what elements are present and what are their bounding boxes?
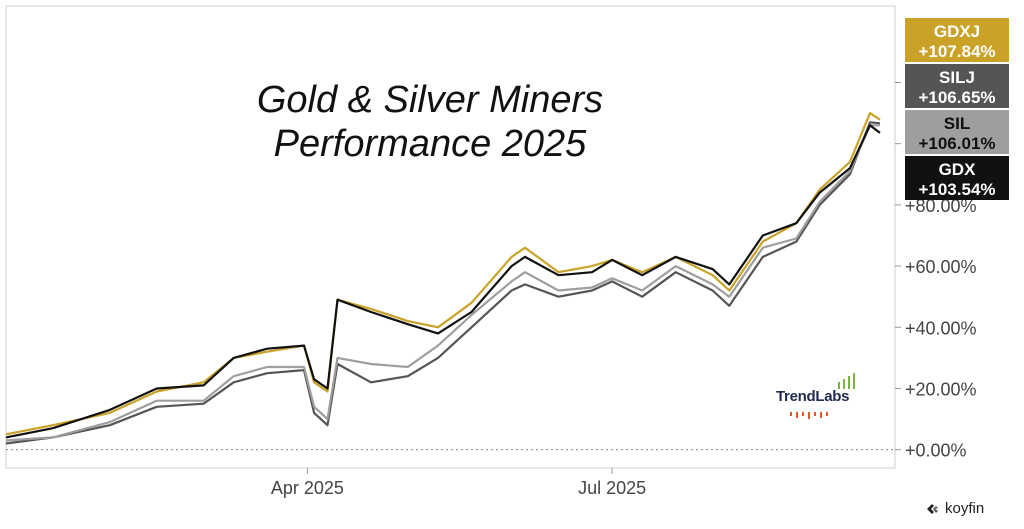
chart-border xyxy=(5,5,896,469)
y-tick-label: +80.00% xyxy=(905,196,977,216)
series-layer xyxy=(5,111,881,445)
koyfin-icon xyxy=(927,504,938,514)
legend-value-silj: +106.65% xyxy=(918,88,995,107)
series-line-sil xyxy=(5,124,880,442)
y-tick-label: +20.00% xyxy=(905,379,977,399)
x-axis: Apr 2025 Jul 2025 xyxy=(271,468,646,498)
chart-title-line2: Performance 2025 xyxy=(273,123,587,165)
legend-box-gdxj xyxy=(905,18,1009,62)
trendlabs-logo: TrendLabs xyxy=(776,388,850,405)
legend-name-gdxj: GDXJ xyxy=(934,22,980,41)
legend-name-sil: SIL xyxy=(944,114,970,133)
series-line-gdx xyxy=(5,124,881,439)
legend-name-silj: SILJ xyxy=(939,68,975,87)
series-line-silj xyxy=(5,121,881,445)
legend-value-gdxj: +107.84% xyxy=(918,42,995,61)
legend-name-gdx: GDX xyxy=(939,160,977,179)
legend-box-silj xyxy=(905,64,1009,108)
y-tick-label: +60.00% xyxy=(905,257,977,277)
legend-value-gdx: +103.54% xyxy=(918,180,995,199)
x-tick-label: Apr 2025 xyxy=(271,478,344,498)
trendlabs-logo-bars xyxy=(790,373,855,419)
chart-title: Gold & Silver Miners Performance 2025 xyxy=(200,78,660,166)
y-tick-label: +40.00% xyxy=(905,318,977,338)
koyfin-source-label: koyfin xyxy=(945,500,985,517)
legend-value-sil: +106.01% xyxy=(918,134,995,153)
chart-title-line1: Gold & Silver Miners xyxy=(256,79,604,121)
x-tick-label: Jul 2025 xyxy=(578,478,646,498)
y-tick-label: +0.00% xyxy=(905,441,967,461)
legend-box-gdx xyxy=(905,156,1009,200)
legend-labels: GDXJ+107.84% SILJ+106.65% SIL+106.01% GDX+1… xyxy=(905,18,1009,200)
legend-box-sil xyxy=(905,110,1009,154)
